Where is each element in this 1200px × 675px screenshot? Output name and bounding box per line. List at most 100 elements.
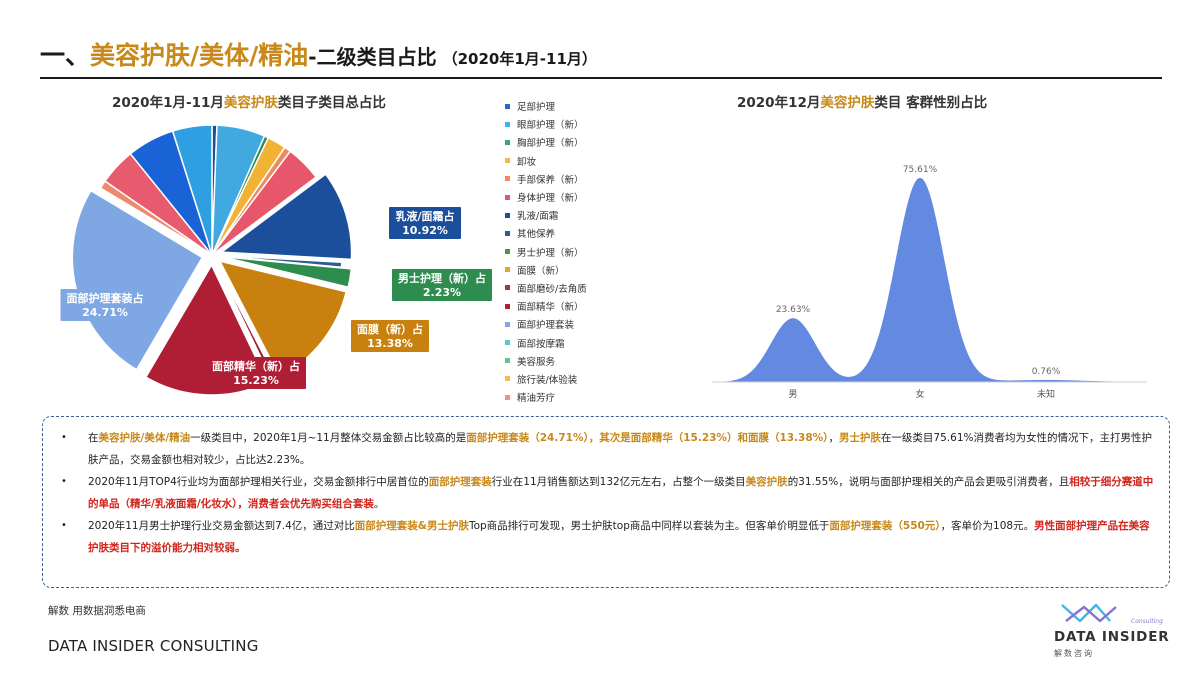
legend-item: 足部护理 — [505, 97, 587, 115]
svg-text:15.23%: 15.23% — [233, 374, 279, 387]
insight-text-segment: 面部护理套装 — [428, 476, 492, 488]
legend-swatch — [505, 321, 510, 327]
pie-data-label: 面部精华（新）占15.23% — [206, 357, 306, 389]
legend-label: 美容服务 — [517, 356, 556, 368]
insight-text-segment: 面部护理套装（24.71%），其次是面部精华（15.23%）和面膜（13.38%… — [466, 432, 829, 444]
legend-item: 面部精华（新） — [505, 297, 587, 315]
area-chart-title: 2020年12月美容护肤类目 客群性别占比 — [737, 95, 988, 111]
legend-swatch — [505, 103, 510, 109]
logo-tagline: Consulting — [1131, 618, 1163, 625]
gender-area-chart: 男 23.63% 女 75.61% 未知 0.76% — [712, 165, 1147, 400]
svg-text:面部精华（新）占: 面部精华（新）占 — [212, 359, 300, 373]
legend-swatch — [505, 230, 510, 236]
insight-text-segment: ，客单价为108元。 — [940, 520, 1035, 532]
legend-label: 面部护理套装 — [517, 320, 575, 332]
pie-data-label: 面膜（新）占13.38% — [351, 320, 429, 352]
legend-swatch — [505, 194, 510, 200]
area-data-label: 23.63% — [776, 305, 811, 315]
svg-text:面膜（新）占: 面膜（新）占 — [357, 322, 423, 336]
svg-text:10.92%: 10.92% — [402, 224, 448, 237]
logo-name: DATA INSIDER — [1054, 629, 1170, 645]
legend-label: 胸部护理（新） — [517, 138, 584, 150]
legend-label: 旅行装/体验装 — [517, 374, 578, 386]
legend-label: 精油芳疗 — [517, 393, 556, 405]
legend-item: 美容服务 — [505, 352, 587, 370]
legend-swatch — [505, 376, 510, 382]
legend-label: 其他保养 — [517, 229, 556, 241]
insight-text-segment: 。 — [373, 498, 385, 510]
legend-label: 眼部护理（新） — [517, 120, 584, 132]
legend-item: 其他保养 — [505, 224, 587, 242]
legend-swatch — [505, 285, 510, 291]
legend-label: 手部保养（新） — [517, 174, 584, 186]
insight-text-segment: 美容护肤/美体/精油 — [98, 432, 191, 444]
x-tick-label: 女 — [915, 388, 924, 400]
area-data-label: 75.61% — [903, 165, 938, 175]
legend-item: 胸部护理（新） — [505, 133, 587, 151]
legend-item: 手部保养（新） — [505, 170, 587, 188]
insight-text-segment: 男性面部护理产品在美容护肤类目下的溢价能力相对较弱。 — [88, 520, 1150, 554]
insight-box: 在美容护肤/美体/精油一级类目中，2020年1月~11月整体交易金额占比较高的是… — [42, 416, 1170, 588]
legend-label: 面部磨砂/去角质 — [517, 283, 587, 295]
legend-label: 乳液/面霜 — [517, 211, 559, 223]
insight-text-segment: 2020年11月TOP4行业均为面部护理相关行业，交易金额排行中居首位的 — [88, 476, 429, 488]
legend-label: 身体护理（新） — [517, 193, 584, 205]
company-logo: Consulting DATA INSIDER 解数咨询 — [1048, 597, 1170, 661]
insight-text-segment: 2020年11月男士护理行业交易金额达到7.4亿，通过对比 — [88, 520, 355, 532]
source-note: 解数 用数据洞悉电商 — [48, 605, 146, 617]
insight-text-segment: 一级类目中，2020年1月~11月整体交易金额占比较高的是 — [190, 432, 467, 444]
insight-text-segment: 美容护肤 — [745, 476, 788, 488]
legend-item: 精油芳疗 — [505, 388, 587, 406]
pie-slice — [219, 173, 353, 261]
legend-swatch — [505, 121, 510, 127]
legend-swatch — [505, 340, 510, 346]
logo-subtitle: 解数咨询 — [1054, 649, 1094, 658]
legend-label: 面膜（新） — [517, 265, 565, 277]
title-prefix: 一、 — [40, 41, 91, 70]
area-series — [712, 177, 1147, 382]
insight-text-segment: ， — [828, 432, 839, 444]
legend-swatch — [505, 212, 510, 218]
svg-text:面部护理套装占: 面部护理套装占 — [67, 291, 144, 305]
insight-text-segment: 在一级类目75.61%消费者均为女性的情况下，主打男性护肤产品，交易金额也相对较… — [88, 432, 1152, 466]
legend-label: 卸妆 — [517, 156, 537, 168]
insight-text-segment: 相较于细分赛道中的单品（精华/乳液面霜/化妆水），消费者会优先购买组合套装 — [88, 476, 1154, 510]
legend-item: 眼部护理（新） — [505, 115, 587, 133]
title-topic: -二级类目占比 — [308, 45, 437, 69]
legend-swatch — [505, 394, 510, 400]
title-category: 美容护肤/美体/精油 — [90, 41, 309, 70]
pie-chart-title: 2020年1月-11月美容护肤类目子类目总占比 — [112, 95, 386, 111]
legend-label: 面部精华（新） — [517, 302, 584, 314]
logo-mark-icon — [1061, 603, 1117, 623]
insight-text-segment: Top商品排行可发现，男士护肤top商品中同样以套装为主。但客单价明显低于 — [468, 520, 830, 532]
legend-item: 男士护理（新） — [505, 243, 587, 261]
legend-swatch — [505, 358, 510, 364]
legend-swatch — [505, 249, 510, 255]
legend-item: 乳液/面霜 — [505, 206, 587, 224]
x-tick-label: 男 — [788, 389, 797, 400]
svg-text:13.38%: 13.38% — [367, 337, 413, 350]
x-tick-label: 未知 — [1037, 388, 1055, 400]
legend-swatch — [505, 139, 510, 145]
pie-slice — [221, 255, 353, 289]
legend-item: 旅行装/体验装 — [505, 370, 587, 388]
legend-label: 男士护理（新） — [517, 247, 584, 259]
insight-bullet-3: 2020年11月男士护理行业交易金额达到7.4亿，通过对比面部护理套装&男士护肤… — [61, 515, 1155, 559]
pie-legend: 足部护理眼部护理（新） 胸部护理（新） 卸妆手部保养（新） 身体护理（新） 乳液/面霜其… — [505, 97, 587, 406]
legend-item: 面部磨砂/去角质 — [505, 279, 587, 297]
pie-data-label: 男士护理（新）占2.23% — [392, 269, 492, 301]
insight-bullet-1: 在美容护肤/美体/精油一级类目中，2020年1月~11月整体交易金额占比较高的是… — [61, 427, 1155, 471]
legend-item: 面部护理套装 — [505, 315, 587, 333]
title-period: （2020年1月-11月） — [442, 50, 597, 68]
legend-swatch — [505, 158, 510, 164]
pie-slice — [211, 150, 318, 256]
legend-item: 面部按摩霜 — [505, 333, 587, 351]
legend-swatch — [505, 303, 510, 309]
legend-item: 身体护理（新） — [505, 188, 587, 206]
insight-text-segment: 面部护理套装&男士护肤 — [354, 520, 469, 532]
insight-text-segment: 面部护理套装（550元） — [829, 520, 941, 532]
svg-text:乳液/面霜占: 乳液/面霜占 — [395, 209, 454, 223]
